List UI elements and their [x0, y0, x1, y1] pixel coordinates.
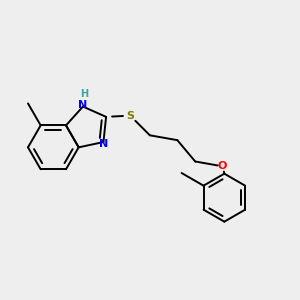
Text: O: O	[218, 161, 227, 171]
Text: H: H	[81, 89, 89, 99]
Text: S: S	[126, 111, 134, 121]
Text: N: N	[99, 139, 108, 149]
Text: N: N	[78, 100, 88, 110]
